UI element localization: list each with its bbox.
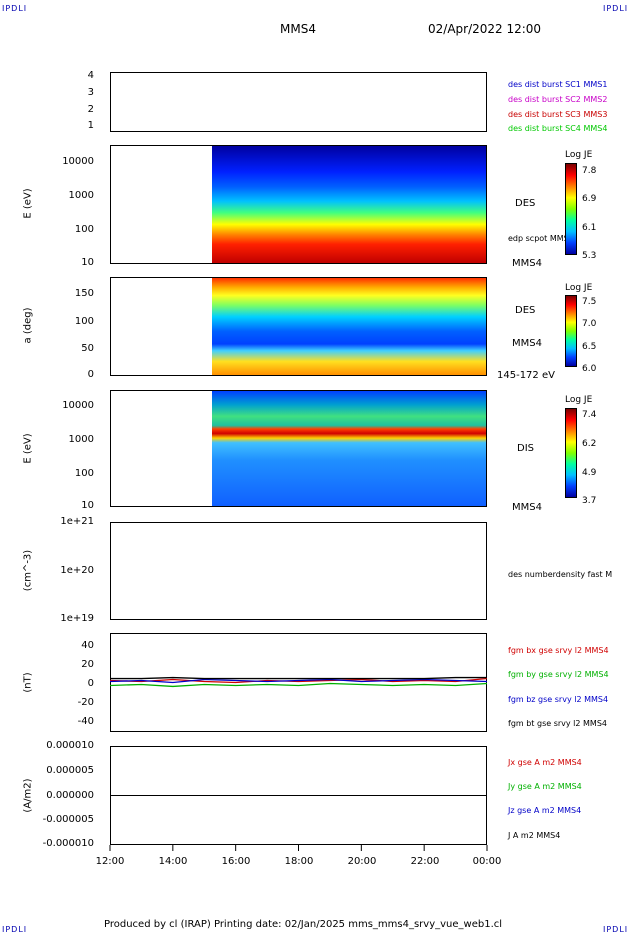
ytick: 10 <box>81 500 94 511</box>
dis-energy-panel <box>110 390 487 507</box>
colorbar-title: Log JE <box>565 150 593 160</box>
footer-credit: Produced by cl (IRAP) Printing date: 02/… <box>104 919 503 930</box>
ytick: 4 <box>87 70 94 81</box>
colorbar-tick: 6.2 <box>582 439 597 449</box>
sc-label: MMS4 <box>512 258 542 269</box>
ytick: 0.000010 <box>46 740 94 751</box>
corner-mark-bottom-right: IPDLI <box>603 925 629 934</box>
xtick: 00:00 <box>472 856 502 867</box>
corner-mark-top-right: IPDLI <box>603 4 629 13</box>
legend-sc3: des dist burst SC3 MMS3 <box>508 110 608 119</box>
legend-bt: fgm bt gse srvy l2 MMS4 <box>508 719 607 728</box>
ytick: 1 <box>87 120 94 131</box>
ytick: 0 <box>87 369 94 380</box>
spacecraft-title: MMS4 <box>280 22 316 36</box>
ytick: 3 <box>87 87 94 98</box>
legend-sc4: des dist burst SC4 MMS4 <box>508 124 608 133</box>
xtick: 16:00 <box>221 856 251 867</box>
colorbar-tick: 6.9 <box>582 194 597 204</box>
ytick: 0.000005 <box>46 765 94 776</box>
des-pitch-spectrogram <box>212 278 486 375</box>
instrument-label: DES <box>515 198 536 209</box>
colorbar-tick: 3.7 <box>582 496 597 506</box>
legend-j: J A m2 MMS4 <box>508 831 561 840</box>
legend-sc2: des dist burst SC2 MMS2 <box>508 95 608 104</box>
coverage-panel <box>110 72 487 132</box>
ytick: 100 <box>74 468 94 479</box>
colorbar <box>565 295 577 367</box>
des-energy-panel <box>110 145 487 264</box>
bfield-series-line <box>109 677 488 684</box>
legend-bz: fgm bz gse srvy l2 MMS4 <box>508 695 609 704</box>
bfield-series-line <box>109 682 488 688</box>
sc-label: MMS4 <box>512 338 542 349</box>
xtick: 20:00 <box>347 856 377 867</box>
ytick: 50 <box>81 343 94 354</box>
colorbar-tick: 7.0 <box>582 319 597 329</box>
ytick: 1e+20 <box>60 565 94 576</box>
colorbar-title: Log JE <box>565 395 593 405</box>
colorbar-tick: 6.1 <box>582 223 597 233</box>
overlay-label: edp scpot MMS4 <box>508 234 574 243</box>
colorbar-tick: 5.3 <box>582 251 597 261</box>
ytick: 10 <box>81 257 94 268</box>
instrument-label: DIS <box>517 443 534 454</box>
colorbar <box>565 163 577 255</box>
xtick: 12:00 <box>95 856 125 867</box>
ytick: 0.000000 <box>46 790 94 801</box>
ytick: 1000 <box>68 190 94 201</box>
ytick: 1000 <box>68 434 94 445</box>
legend-by: fgm by gse srvy l2 MMS4 <box>508 670 609 679</box>
bfield-series-line <box>110 676 487 680</box>
datetime-title: 02/Apr/2022 12:00 <box>428 22 542 36</box>
ytick: 100 <box>74 224 94 235</box>
ytick: 100 <box>74 316 94 327</box>
ytick: 10000 <box>62 400 94 411</box>
ytick: -20 <box>77 697 94 708</box>
des-pitch-panel <box>110 277 487 376</box>
corner-mark-bottom-left: IPDLI <box>2 925 28 934</box>
legend-jx: Jx gse A m2 MMS4 <box>508 758 582 767</box>
colorbar-tick: 7.8 <box>582 166 597 176</box>
colorbar-tick: 7.5 <box>582 297 597 307</box>
xtick: 14:00 <box>158 856 188 867</box>
legend-bx: fgm bx gse srvy l2 MMS4 <box>508 646 609 655</box>
density-panel <box>110 522 487 620</box>
legend-sc1: des dist burst SC1 MMS1 <box>508 80 608 89</box>
legend-jz: Jz gse A m2 MMS4 <box>508 806 582 815</box>
ytick: 1e+21 <box>60 516 94 527</box>
colorbar <box>565 408 577 498</box>
legend-jy: Jy gse A m2 MMS4 <box>508 782 582 791</box>
xtick: 18:00 <box>284 856 314 867</box>
colorbar-title: Log JE <box>565 283 593 293</box>
sc-label: MMS4 <box>512 502 542 513</box>
ytick: 20 <box>81 659 94 670</box>
xtick: 22:00 <box>410 856 440 867</box>
colorbar-tick: 7.4 <box>582 410 597 420</box>
energy-range-label: 145-172 eV <box>497 370 555 381</box>
bfield-series-line <box>109 678 488 684</box>
ytick: -40 <box>77 716 94 727</box>
ytick: -0.000005 <box>42 814 94 825</box>
ytick: 150 <box>74 288 94 299</box>
ytick: 10000 <box>62 156 94 167</box>
colorbar-tick: 6.0 <box>582 364 597 374</box>
corner-mark-top-left: IPDLI <box>2 4 28 13</box>
colorbar-tick: 6.5 <box>582 342 597 352</box>
dis-energy-spectrogram <box>212 391 486 506</box>
legend-density: des numberdensity fast M <box>508 570 613 579</box>
ytick: -0.000010 <box>42 838 94 849</box>
des-energy-spectrogram <box>212 146 486 263</box>
instrument-label: DES <box>515 305 536 316</box>
ytick: 40 <box>81 640 94 651</box>
colorbar-tick: 4.9 <box>582 468 597 478</box>
ytick: 2 <box>87 104 94 115</box>
ytick: 0 <box>87 678 94 689</box>
ytick: 1e+19 <box>60 613 94 624</box>
